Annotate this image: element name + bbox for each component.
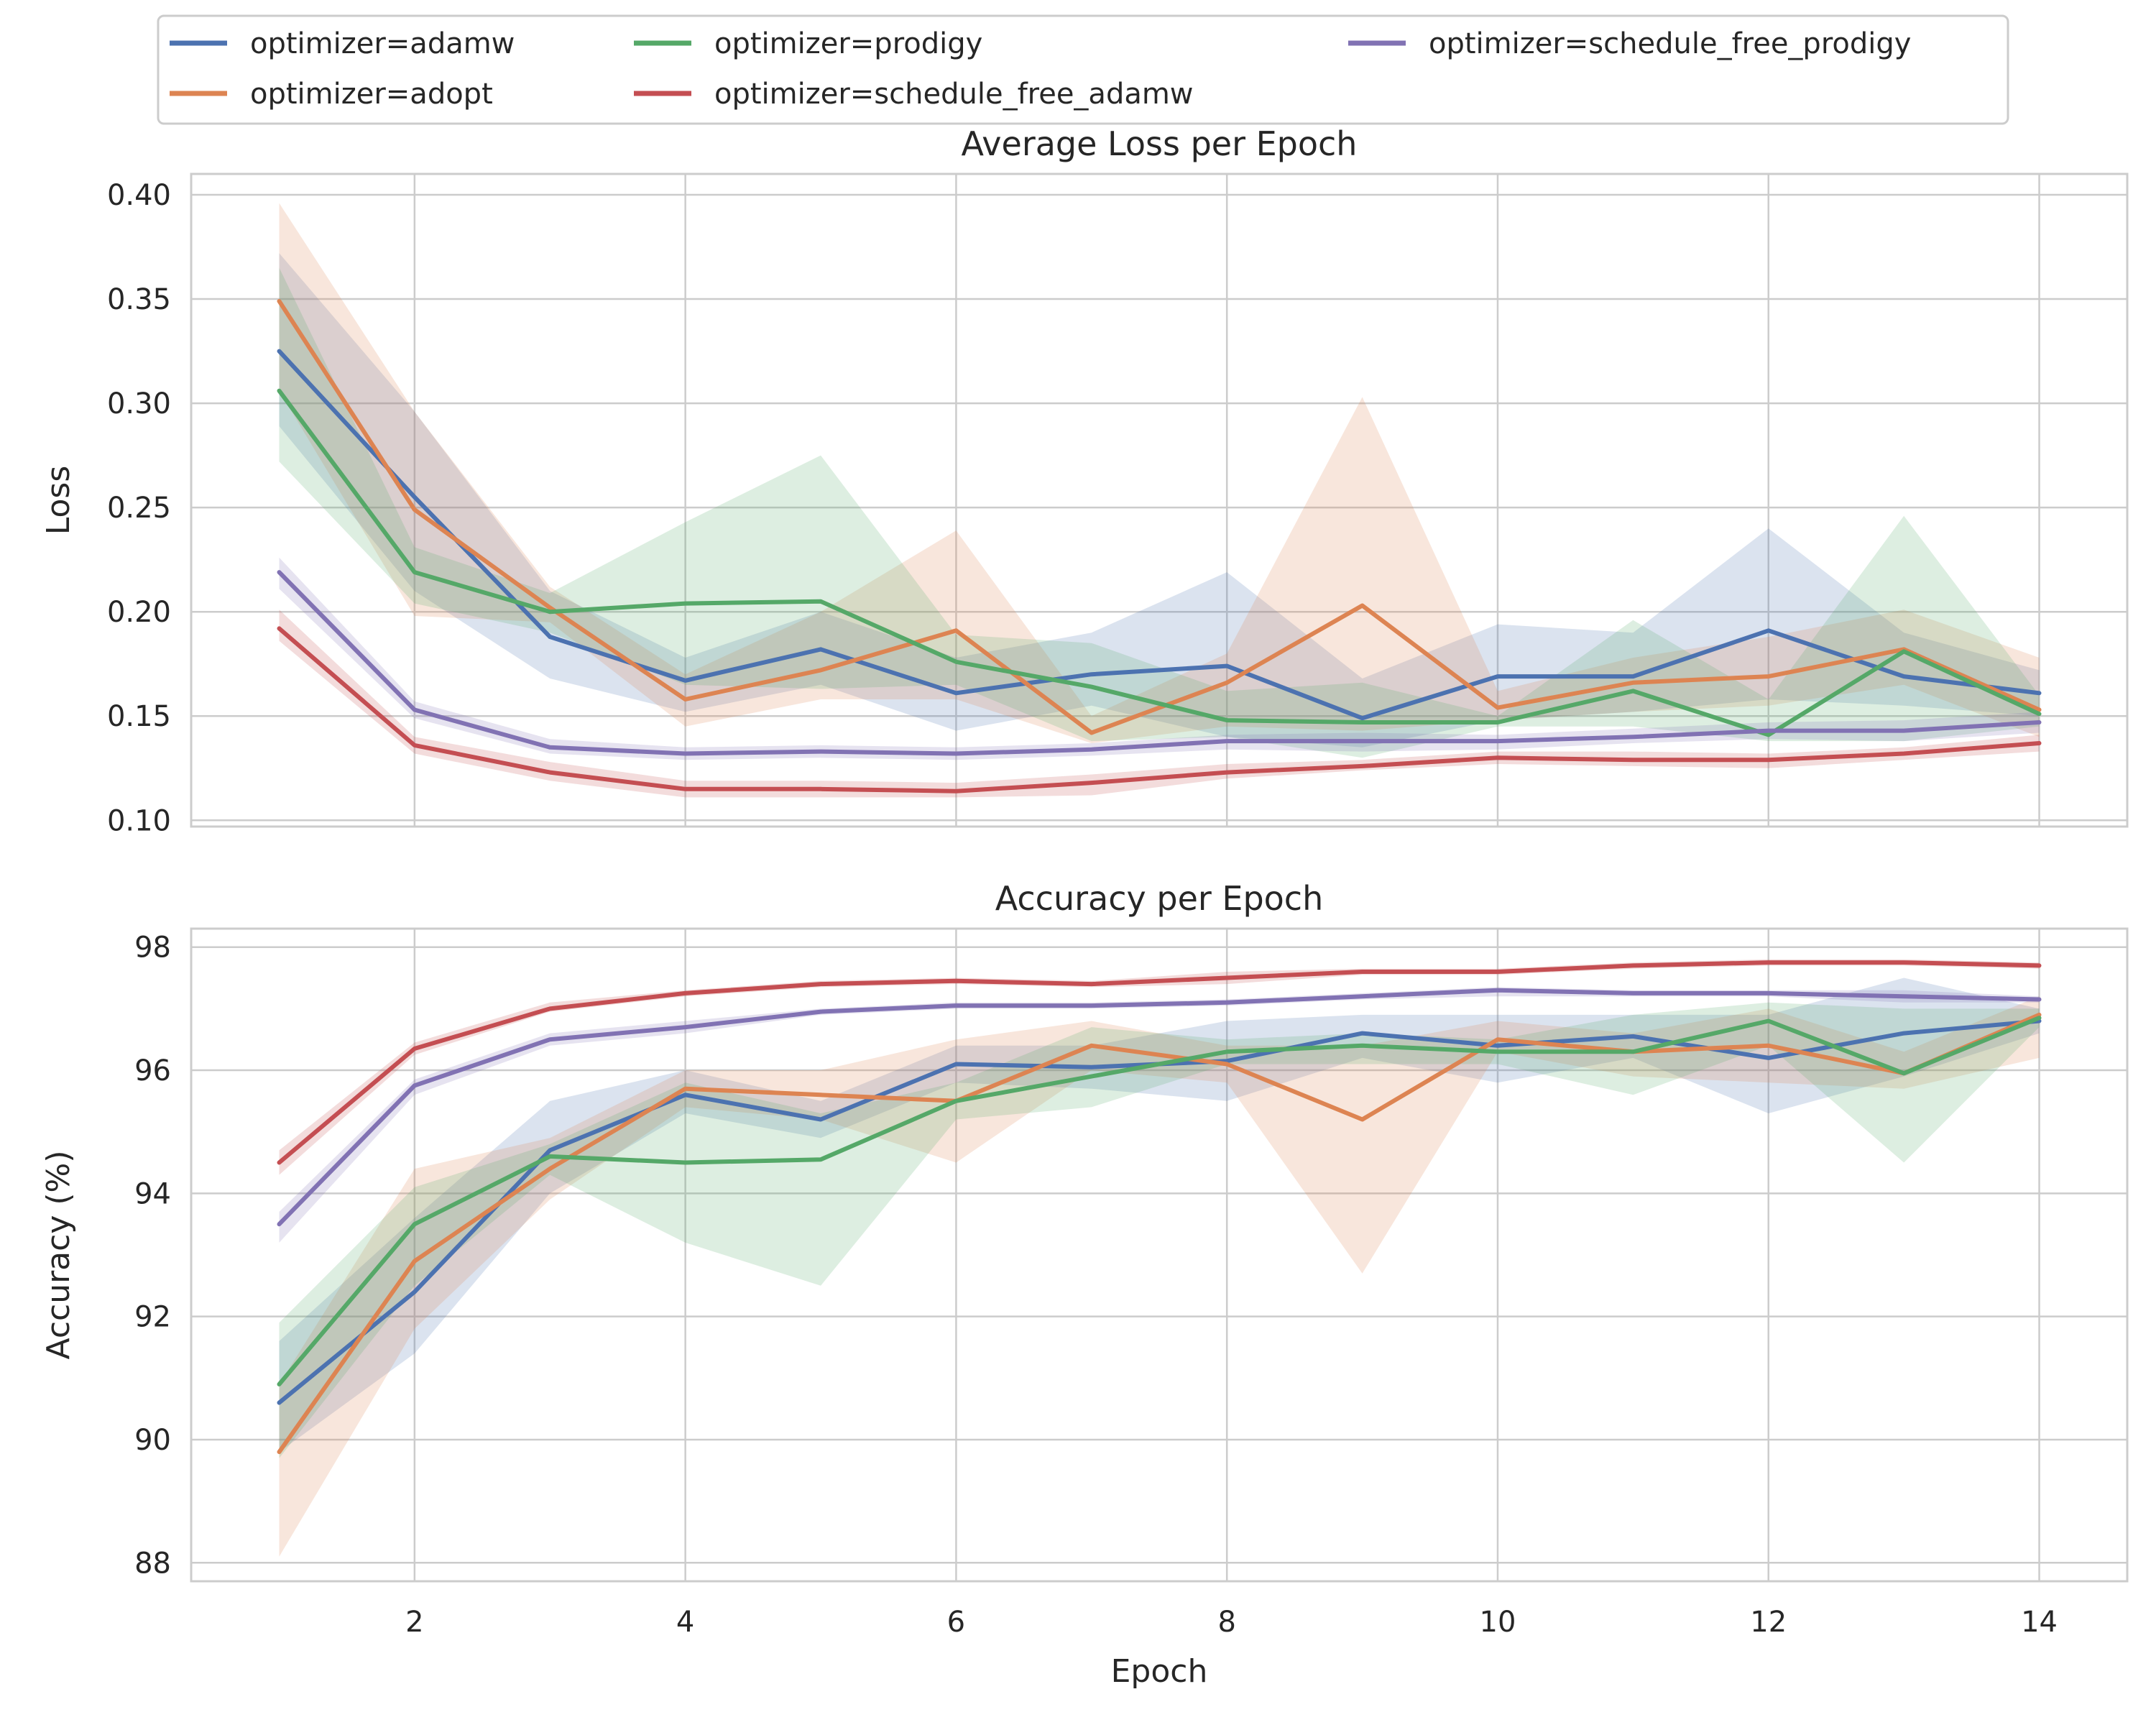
legend-label: optimizer=schedule_free_prodigy (1429, 27, 1911, 60)
accuracy-x-axis-label: Epoch (1111, 1653, 1208, 1690)
legend-label: optimizer=prodigy (714, 27, 982, 60)
loss-plot-area (191, 174, 2127, 827)
loss-y-tick-label: 0.30 (107, 387, 171, 420)
accuracy-y-axis-label: Accuracy (%) (40, 1150, 77, 1359)
accuracy-band-series-2 (279, 1002, 2040, 1458)
accuracy-band-series-0 (279, 978, 2040, 1453)
legend-label: optimizer=schedule_free_adamw (714, 78, 1194, 111)
loss-axes-frame (190, 172, 2129, 828)
accuracy-axes-frame (190, 927, 2129, 1583)
legend-item: optimizer=schedule_free_adamw (634, 78, 1194, 111)
accuracy-y-tick-label: 88 (134, 1547, 171, 1580)
accuracy-chart-panel: 88 90 92 94 96 98 2 4 6 8 10 12 14 Accuracy per Epoch… (40, 879, 2129, 1690)
accuracy-x-tick-label: 2 (405, 1606, 423, 1639)
loss-band-series-4 (279, 557, 2040, 760)
loss-y-tick-label: 0.20 (107, 596, 171, 629)
accuracy-x-tick-label: 12 (1750, 1606, 1787, 1639)
loss-band-series-2 (279, 267, 2040, 758)
loss-band-series-0 (279, 253, 2040, 748)
accuracy-y-tick-label: 96 (134, 1054, 171, 1087)
legend-item: optimizer=adopt (170, 78, 493, 111)
accuracy-line-series-2 (277, 1016, 2042, 1386)
loss-chart-title: Average Loss per Epoch (962, 124, 1358, 163)
accuracy-line-series-3 (277, 960, 2042, 1165)
loss-band-series-1 (279, 203, 2040, 744)
accuracy-band-series-1 (279, 996, 2040, 1557)
loss-line-series-2 (277, 388, 2042, 737)
accuracy-y-tick-label: 98 (134, 932, 171, 965)
accuracy-x-tick-label: 14 (2021, 1606, 2058, 1639)
loss-y-tick-label: 0.15 (107, 700, 171, 733)
loss-y-tick-label: 0.40 (107, 179, 171, 212)
accuracy-chart-title: Accuracy per Epoch (995, 879, 1324, 918)
accuracy-y-tick-label: 90 (134, 1424, 171, 1457)
legend-item: optimizer=adamw (170, 27, 515, 60)
accuracy-x-tick-label: 8 (1217, 1606, 1235, 1639)
loss-line-series-4 (277, 570, 2042, 756)
legend-item: optimizer=schedule_free_prodigy (1348, 27, 1911, 60)
legend-label: optimizer=adopt (250, 78, 493, 111)
accuracy-y-tick-label: 94 (134, 1177, 171, 1210)
legend-label: optimizer=adamw (250, 27, 515, 60)
accuracy-y-tick-label: 92 (134, 1301, 171, 1334)
legend-frame (157, 14, 2009, 125)
accuracy-x-tick-label: 6 (947, 1606, 965, 1639)
accuracy-plot-area (191, 929, 2127, 1581)
loss-y-axis-label: Loss (40, 466, 77, 535)
loss-line-series-3 (277, 626, 2042, 794)
legend-item: optimizer=prodigy (634, 27, 982, 60)
loss-y-tick-label: 0.35 (107, 283, 171, 316)
loss-line-series-1 (277, 299, 2042, 735)
accuracy-line-series-4 (277, 988, 2042, 1227)
loss-y-tick-label: 0.10 (107, 804, 171, 837)
loss-line-series-0 (277, 349, 2042, 721)
accuracy-x-tick-label: 4 (676, 1606, 694, 1639)
loss-chart-panel: 0.10 0.15 0.20 0.25 0.30 0.35 0.40 Average Loss… (40, 124, 2129, 837)
loss-y-tick-label: 0.25 (107, 492, 171, 525)
legend: optimizer=adamw optimizer=adopt optimizer=… (157, 14, 2009, 125)
accuracy-x-tick-label: 10 (1480, 1606, 1516, 1639)
